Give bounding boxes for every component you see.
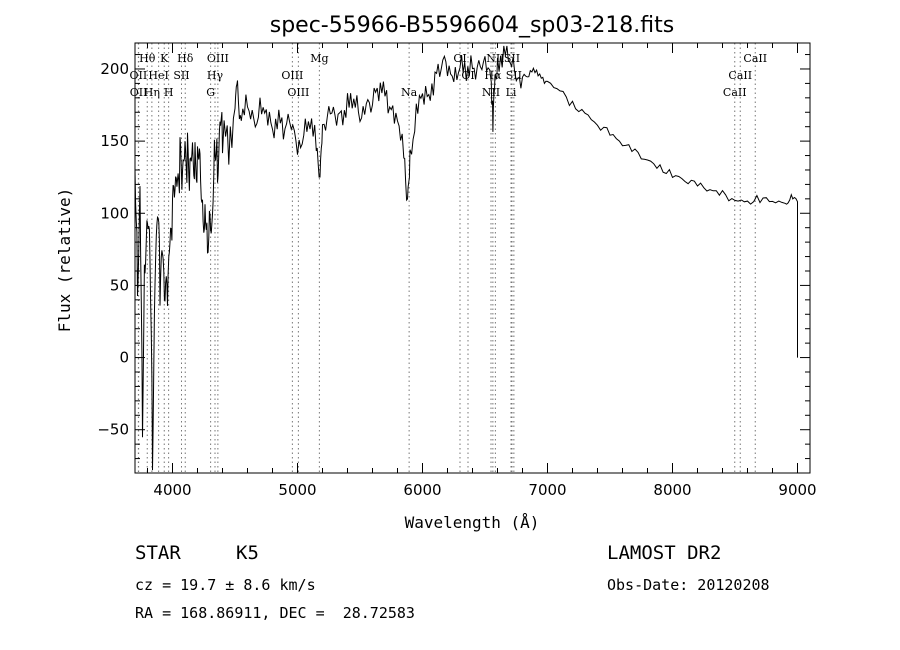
survey-name: LAMOST DR2 <box>607 542 722 564</box>
x-axis-label: Wavelength (Å) <box>405 513 540 532</box>
line-marker-label: OIII <box>287 86 309 99</box>
line-marker-label: K <box>160 52 169 65</box>
line-marker-label: SII <box>173 69 189 82</box>
spectrum-series <box>134 45 798 471</box>
line-marker-label: Hα <box>484 69 502 82</box>
line-marker-label: CaII <box>743 52 767 65</box>
y-tick-label: 50 <box>110 276 129 294</box>
line-marker-label: HeI <box>148 69 168 82</box>
line-marker-label: Mg <box>310 52 328 65</box>
redshift-velocity: cz = 19.7 ± 8.6 km/s <box>135 576 316 594</box>
line-marker-label: Hθ <box>139 52 156 65</box>
chart-title: spec-55966-B5596604_sp03-218.fits <box>270 13 675 38</box>
y-tick-label: 200 <box>100 60 129 78</box>
x-tick-label: 8000 <box>653 481 691 499</box>
line-marker-label: Na <box>401 86 418 99</box>
x-tick-label: 9000 <box>778 481 816 499</box>
line-marker-label: CaII <box>723 86 747 99</box>
x-tick-label: 6000 <box>403 481 441 499</box>
line-marker-label: G <box>206 86 215 99</box>
line-marker-label: CaII <box>728 69 752 82</box>
line-marker-label: Hγ <box>207 69 224 82</box>
axis-ticks: 4000 5000 6000 7000 8000 9000 −50 0 50 100 150 200 <box>97 43 817 499</box>
y-tick-label: 0 <box>119 349 129 367</box>
line-marker-label: OI <box>461 69 474 82</box>
sky-coordinates: RA = 168.86911, DEC = 28.72583 <box>135 604 415 622</box>
spectrum-line <box>134 45 798 471</box>
object-class: STAR <box>135 542 181 564</box>
y-tick-label: 100 <box>100 204 129 222</box>
line-marker-label: H <box>164 86 174 99</box>
line-marker-label: Hη <box>144 86 160 99</box>
x-tick-label: 5000 <box>278 481 316 499</box>
x-tick-label: 4000 <box>153 481 191 499</box>
y-tick-label: −50 <box>97 421 129 439</box>
y-axis-label: Flux (relative) <box>55 188 74 333</box>
line-marker-label: OI <box>453 52 466 65</box>
observation-date: Obs-Date: 20120208 <box>607 576 770 594</box>
plot-frame <box>134 42 811 474</box>
plot-axes <box>134 42 811 474</box>
line-marker-label: OIII <box>281 69 303 82</box>
line-marker-label: OII <box>130 86 148 99</box>
x-tick-label: 7000 <box>528 481 566 499</box>
line-marker-label: Li <box>506 86 517 99</box>
object-subclass: K5 <box>236 542 259 564</box>
y-tick-label: 150 <box>100 132 129 150</box>
line-marker-label: OIII <box>207 52 229 65</box>
line-marker-label: Hδ <box>177 52 194 65</box>
